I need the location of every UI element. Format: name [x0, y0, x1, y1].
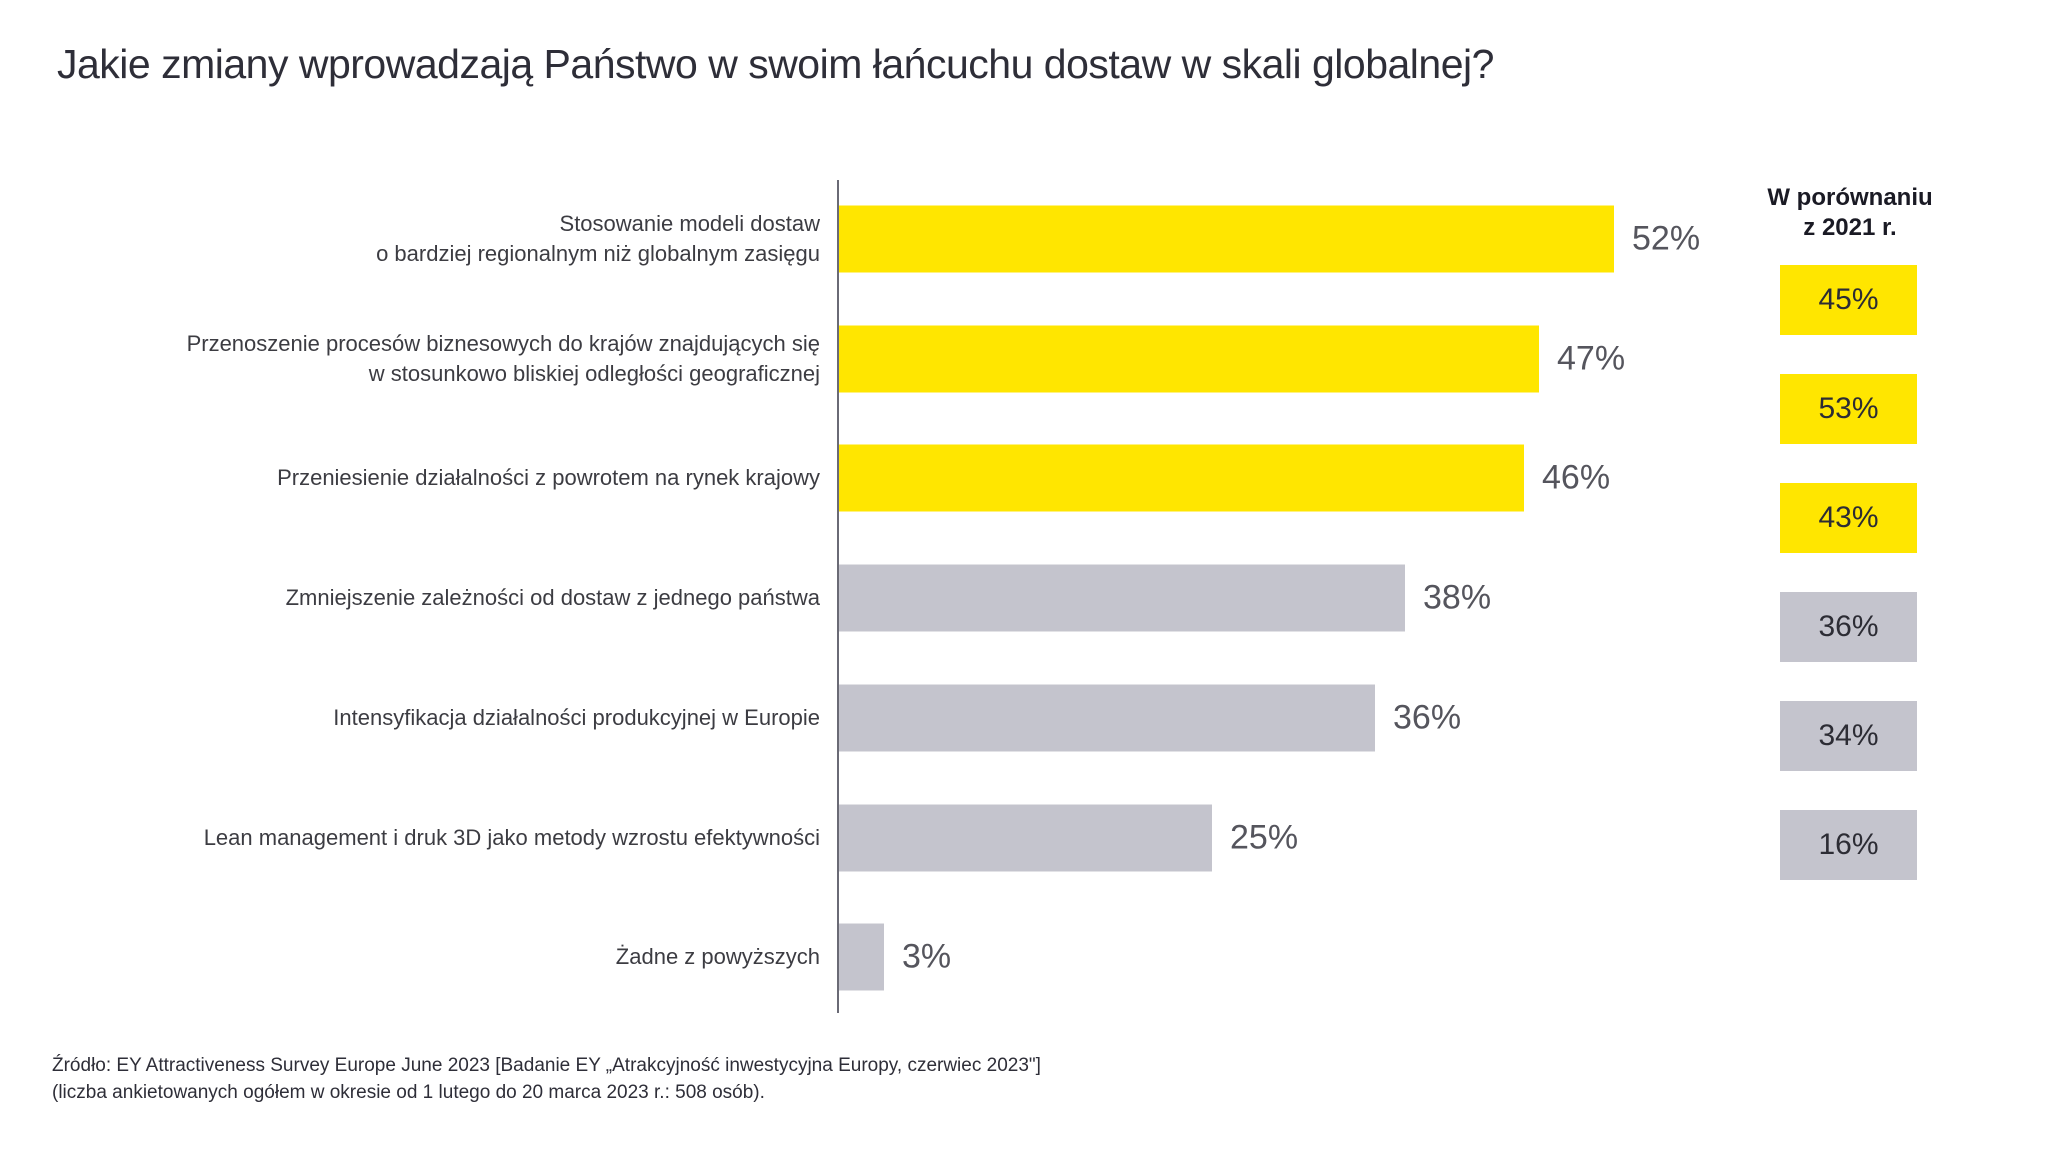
source-line2: (liczba ankietowanych ogółem w okresie o…: [52, 1082, 765, 1103]
category-label: Przenoszenie procesów biznesowych do kra…: [0, 329, 820, 389]
category-label: Stosowanie modeli dostaw o bardziej regio…: [0, 209, 820, 269]
category-label-line: Przeniesienie działalności z powrotem na…: [277, 465, 820, 491]
category-label-line: Przenoszenie procesów biznesowych do kra…: [186, 330, 820, 356]
compare-box: 43%: [1780, 483, 1917, 553]
compare-value-label: 43%: [1818, 501, 1879, 534]
category-label-line: Lean management i druk 3D jako metody wz…: [203, 824, 820, 850]
value-label: 25%: [1230, 818, 1299, 856]
chart-title: Jakie zmiany wprowadzają Państwo w swoim…: [57, 41, 1494, 87]
category-label: Lean management i druk 3D jako metody wz…: [0, 823, 820, 853]
category-axis-line: [837, 180, 839, 1013]
category-label: Zmniejszenie zależności od dostaw z jedn…: [0, 583, 820, 613]
compare-box: 16%: [1780, 810, 1917, 880]
compare-box: 34%: [1780, 701, 1917, 771]
compare-header-line2: z 2021 r.: [1803, 214, 1897, 241]
category-label-line: Intensyfikacja działalności produkcyjnej…: [333, 704, 820, 730]
category-label: Żadne z powyższych: [0, 942, 820, 972]
compare-box: 53%: [1780, 374, 1917, 444]
source-line1: Źródło: EY Attractiveness Survey Europe …: [52, 1055, 1041, 1076]
bar: [839, 205, 1614, 273]
bar: [839, 804, 1212, 871]
compare-header-line1: W porównaniu: [1767, 184, 1933, 211]
bar: [839, 923, 884, 991]
category-label: Intensyfikacja działalności produkcyjnej…: [0, 703, 820, 733]
compare-value-label: 16%: [1818, 828, 1879, 861]
value-label: 36%: [1393, 698, 1462, 737]
bar: [839, 325, 1539, 393]
category-label-line: o bardziej regionalnym niż globalnym zas…: [376, 241, 820, 266]
value-label: 38%: [1423, 578, 1492, 617]
compare-value-label: 45%: [1818, 283, 1879, 316]
category-label-line: Zmniejszenie zależności od dostaw z jedn…: [285, 585, 820, 611]
value-label: 46%: [1542, 458, 1611, 497]
bar: [839, 564, 1405, 632]
compare-value-label: 36%: [1818, 610, 1879, 643]
compare-value-label: 34%: [1818, 719, 1879, 752]
source-note: Źródło: EY Attractiveness Survey Europe …: [52, 1052, 1041, 1106]
bar: [839, 444, 1524, 512]
value-label: 3%: [902, 937, 952, 976]
category-label-line: Stosowanie modeli dostaw: [559, 211, 820, 236]
value-label: 52%: [1632, 219, 1701, 258]
compare-box: 36%: [1780, 592, 1917, 662]
compare-box: 45%: [1780, 265, 1917, 335]
value-label: 47%: [1557, 339, 1626, 378]
category-label-line: w stosunkowo bliskiej odległości geograf…: [368, 360, 820, 386]
bar: [839, 684, 1375, 752]
category-label: Przeniesienie działalności z powrotem na…: [0, 463, 820, 493]
category-label-line: Żadne z powyższych: [615, 944, 820, 970]
compare-header: W porównaniu z 2021 r.: [1752, 183, 1948, 243]
compare-value-label: 53%: [1818, 392, 1879, 425]
